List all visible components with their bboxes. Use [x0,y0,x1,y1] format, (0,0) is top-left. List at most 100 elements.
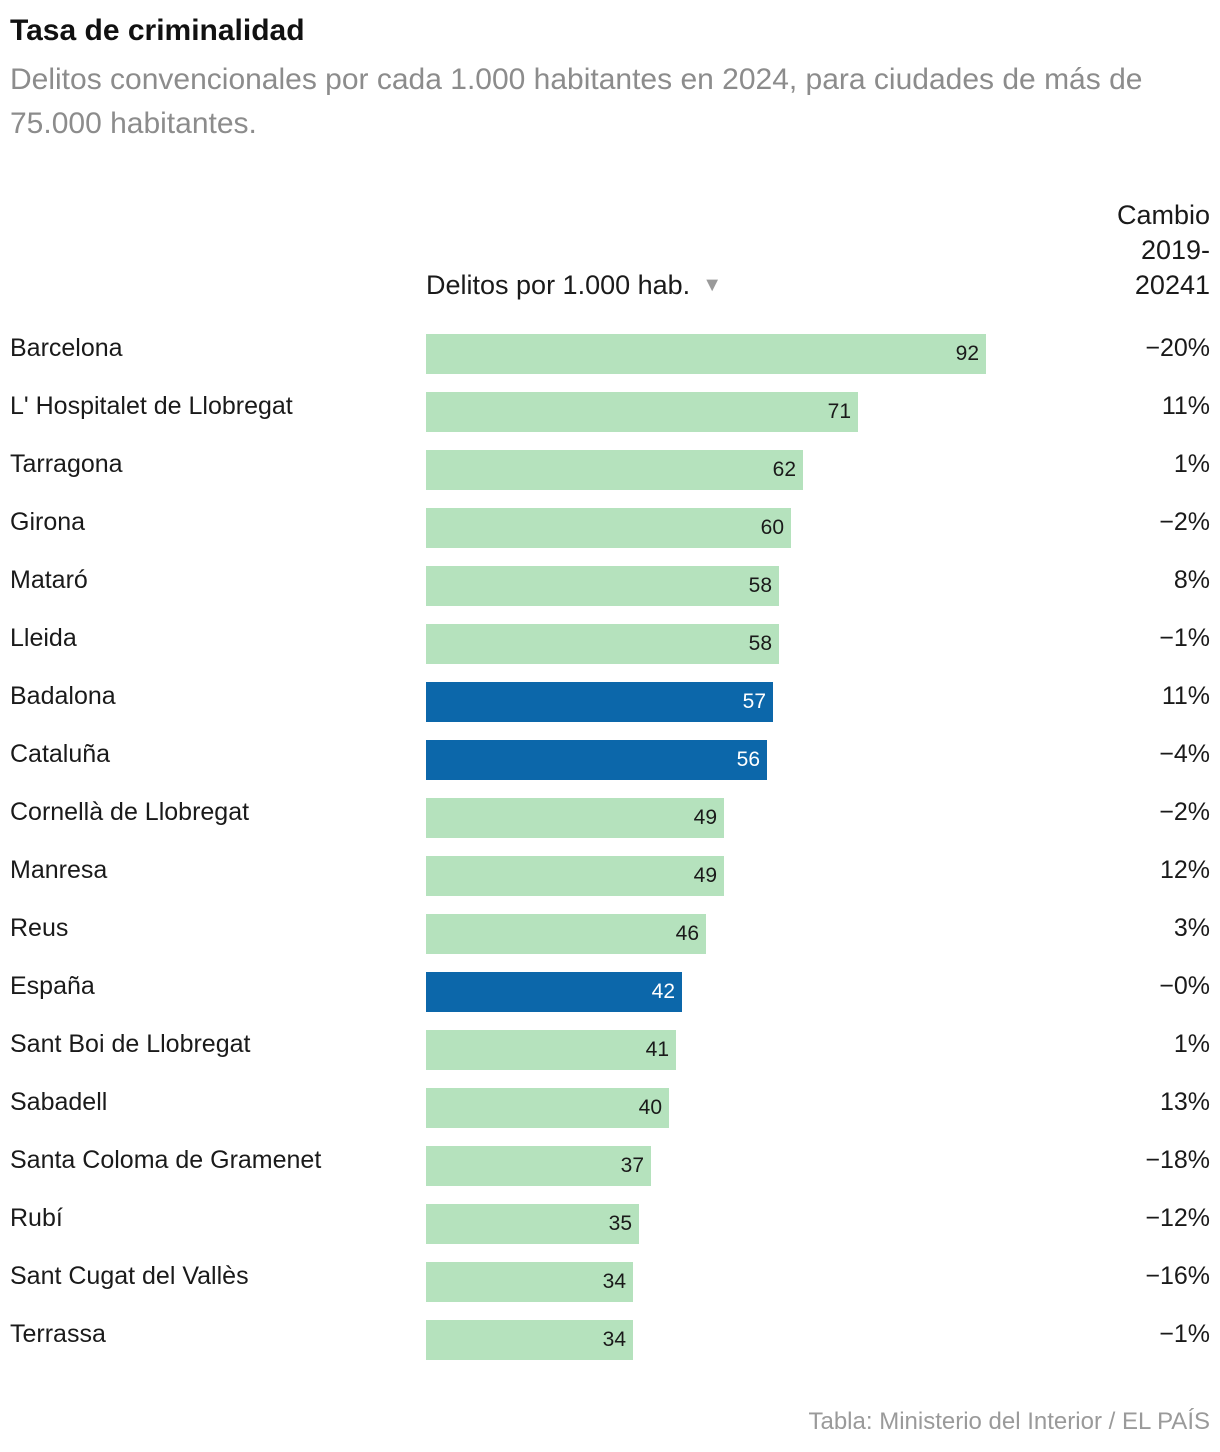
table-row: L' Hospitalet de Llobregat 71 11% [0,390,1220,448]
bar: 58 [426,624,779,664]
bar-value-label: 92 [955,342,979,365]
table-row: Badalona 57 11% [0,680,1220,738]
change-value: 8% [1173,566,1210,594]
table-row: Cataluña 56 −4% [0,738,1220,796]
city-label: Sant Boi de Llobregat [10,1030,251,1058]
change-value: −2% [1159,798,1210,826]
change-value: 3% [1173,914,1210,942]
bar-value-label: 41 [645,1038,669,1061]
city-label: Mataró [10,566,88,594]
change-header-line-1: Cambio [1116,200,1210,230]
city-label: Cornellà de Llobregat [10,798,250,826]
change-value: 13% [1159,1088,1210,1116]
change-value: −2% [1159,508,1210,536]
bar-value-label: 35 [608,1212,632,1235]
table-row: Terrassa 34 −1% [0,1318,1220,1376]
city-label: Cataluña [10,740,111,768]
bar: 58 [426,566,779,606]
bar-value-label: 40 [638,1096,662,1119]
city-label: L' Hospitalet de Llobregat [10,392,293,420]
bar-value-label: 34 [602,1328,626,1351]
city-label: Manresa [10,856,108,884]
bar-value-label: 57 [742,690,766,713]
change-value: −0% [1159,972,1210,1000]
change-value: −12% [1145,1204,1210,1232]
table-row: Girona 60 −2% [0,506,1220,564]
table-row: Cornellà de Llobregat 49 −2% [0,796,1220,854]
bar-value-label: 62 [772,458,796,481]
city-label: Barcelona [10,334,123,362]
chart-title: Tasa de criminalidad [10,14,305,47]
change-value: 12% [1159,856,1210,884]
bar: 41 [426,1030,676,1070]
change-value: 1% [1173,1030,1210,1058]
city-label: Sabadell [10,1088,108,1116]
bar-value-label: 42 [651,980,675,1003]
change-header-line-2: 2019- [1140,235,1210,265]
bar: 34 [426,1262,633,1302]
source-note: Tabla: Ministerio del Interior / EL PAÍS [808,1408,1210,1435]
bar: 49 [426,798,724,838]
table-row: Sabadell 40 13% [0,1086,1220,1144]
city-label: Terrassa [10,1320,106,1348]
bar: 35 [426,1204,639,1244]
bar: 62 [426,450,803,490]
bar-value-label: 37 [620,1154,644,1177]
change-value: −20% [1145,334,1210,362]
bar-value-label: 46 [675,922,699,945]
chart-subtitle: Delitos convencionales por cada 1.000 ha… [10,63,1143,140]
table-row: Mataró 58 8% [0,564,1220,622]
bar: 49 [426,856,724,896]
table-row: Lleida 58 −1% [0,622,1220,680]
change-value: −18% [1145,1146,1210,1174]
bar-value-label: 58 [748,632,772,655]
city-label: Rubí [10,1204,63,1232]
table-row: España 42 −0% [0,970,1220,1028]
bar-value-label: 49 [693,864,717,887]
city-label: Reus [10,914,69,942]
bar-value-label: 71 [827,400,851,423]
city-label: Sant Cugat del Vallès [10,1262,249,1290]
city-label: Tarragona [10,450,123,478]
table-row: Reus 46 3% [0,912,1220,970]
change-header-line-3: 20241 [1134,270,1210,300]
table-row: Rubí 35 −12% [0,1202,1220,1260]
change-value: −1% [1159,624,1210,652]
bar-value-label: 60 [760,516,784,539]
bar: 46 [426,914,706,954]
table-row: Tarragona 62 1% [0,448,1220,506]
table-row: Santa Coloma de Gramenet 37 −18% [0,1144,1220,1202]
change-column-header[interactable]: Cambio 2019- 20241 [1050,198,1210,303]
bar-value-label: 58 [748,574,772,597]
city-label: Lleida [10,624,77,652]
bar: 60 [426,508,791,548]
change-value: −4% [1159,740,1210,768]
change-value: 11% [1161,392,1210,420]
table-row: Sant Cugat del Vallès 34 −16% [0,1260,1220,1318]
table-row: Barcelona 92 −20% [0,332,1220,390]
triangle-down-icon[interactable]: ▼ [702,274,722,296]
change-value: 1% [1173,450,1210,478]
bar-column-header[interactable]: Delitos por 1.000 hab. ▼ [426,270,722,301]
bar-value-label: 49 [693,806,717,829]
bar-value-label: 34 [602,1270,626,1293]
bar: 56 [426,740,767,780]
city-label: Badalona [10,682,116,710]
bar: 57 [426,682,773,722]
bar: 71 [426,392,858,432]
city-label: España [10,972,95,1000]
bar-column-header-label: Delitos por 1.000 hab. [426,270,691,300]
bar-value-label: 56 [736,748,760,771]
change-value: −1% [1159,1320,1210,1348]
city-label: Santa Coloma de Gramenet [10,1146,322,1174]
bar: 92 [426,334,986,374]
bar: 42 [426,972,682,1012]
bar: 37 [426,1146,651,1186]
bar: 40 [426,1088,669,1128]
bar-chart-rows: Barcelona 92 −20% L' Hospitalet de Llobrega… [0,332,1220,1376]
city-label: Girona [10,508,86,536]
bar: 34 [426,1320,633,1360]
change-value: −16% [1145,1262,1210,1290]
table-row: Manresa 49 12% [0,854,1220,912]
change-value: 11% [1161,682,1210,710]
